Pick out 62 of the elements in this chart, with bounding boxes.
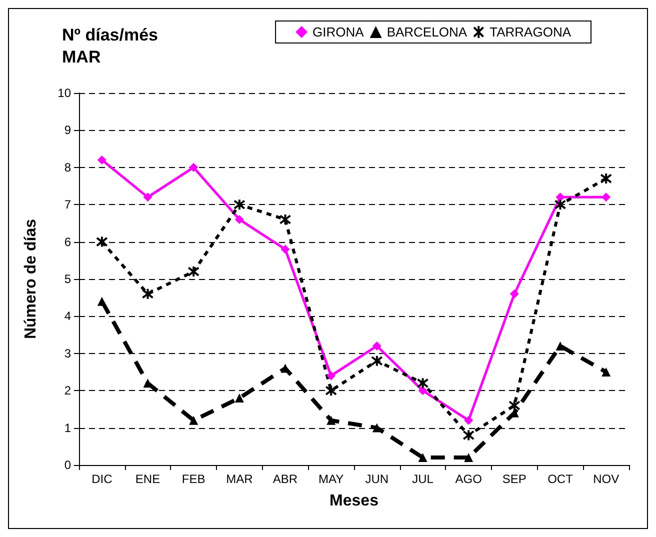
point bbox=[326, 416, 336, 425]
point bbox=[418, 386, 428, 396]
point bbox=[326, 371, 336, 380]
x-tick-label: FEB bbox=[182, 472, 206, 486]
x-axis-title: Meses bbox=[330, 492, 379, 510]
legend-label: TARRAGONA bbox=[490, 24, 572, 40]
point bbox=[143, 192, 152, 202]
point bbox=[602, 192, 611, 202]
legend-label: BARCELONA bbox=[386, 24, 468, 40]
y-tick-label: 0 bbox=[64, 458, 72, 472]
x-tick-label: OCT bbox=[548, 472, 574, 486]
x-tick-label: ENE bbox=[135, 472, 160, 486]
y-tick-label: 3 bbox=[64, 346, 72, 360]
point bbox=[556, 192, 565, 202]
x-tick-label: ABR bbox=[272, 472, 298, 486]
point bbox=[556, 341, 565, 350]
y-tick-label: 6 bbox=[64, 234, 72, 249]
x-tick-label: AGO bbox=[455, 472, 482, 486]
point bbox=[510, 289, 519, 298]
point bbox=[279, 213, 292, 226]
point bbox=[234, 214, 244, 224]
point bbox=[600, 172, 612, 185]
point bbox=[508, 399, 520, 412]
x-tick-label: NOV bbox=[593, 472, 620, 486]
y-tick-label: 2 bbox=[64, 384, 72, 398]
point bbox=[188, 266, 200, 278]
y-tick-label: 1 bbox=[64, 420, 72, 435]
y-axis-title: Número de días bbox=[22, 218, 40, 340]
point bbox=[416, 377, 429, 390]
y-tick-label: 7 bbox=[64, 198, 72, 212]
y-tick-label: 9 bbox=[64, 123, 72, 138]
point bbox=[97, 155, 106, 164]
x-tick-label: DIC bbox=[92, 472, 113, 486]
x-tick-label: JUN bbox=[365, 472, 389, 486]
point bbox=[234, 394, 244, 403]
point bbox=[462, 429, 475, 442]
x-tick-label: JUL bbox=[412, 472, 434, 486]
point bbox=[370, 354, 383, 367]
point bbox=[142, 288, 154, 300]
x-tick-label: MAY bbox=[318, 472, 344, 486]
point bbox=[554, 198, 566, 211]
legend-label: GIRONA bbox=[312, 24, 364, 40]
point bbox=[372, 341, 382, 350]
point bbox=[464, 416, 474, 425]
point bbox=[96, 236, 108, 248]
y-tick-label: 4 bbox=[64, 309, 72, 324]
y-tick-label: 5 bbox=[64, 272, 72, 286]
point bbox=[325, 384, 338, 397]
x-tick-label: MAR bbox=[226, 472, 254, 486]
y-tick-label: 8 bbox=[64, 160, 72, 174]
point bbox=[372, 423, 382, 432]
point bbox=[189, 162, 198, 172]
x-tick-label: SEP bbox=[502, 472, 526, 486]
point bbox=[280, 244, 290, 254]
point bbox=[602, 368, 611, 376]
chart-title: Nº días/més MAR bbox=[62, 26, 158, 66]
point bbox=[97, 296, 106, 306]
point bbox=[233, 198, 246, 211]
point bbox=[189, 416, 198, 425]
point bbox=[418, 453, 428, 462]
y-tick-label: 10 bbox=[58, 86, 72, 100]
point bbox=[464, 453, 474, 462]
